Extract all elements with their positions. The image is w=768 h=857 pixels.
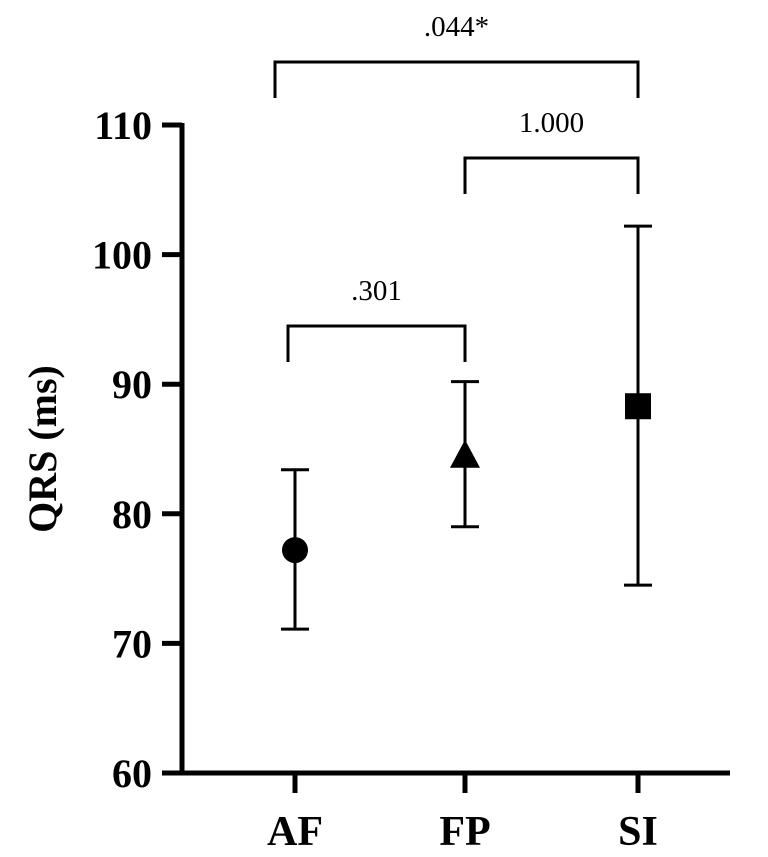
x-tick-label-FP: FP <box>439 809 490 855</box>
error-bars <box>281 224 652 631</box>
y-tick-label-100: 100 <box>92 233 152 278</box>
y-tick-label-60: 60 <box>112 751 152 796</box>
axes: 60 70 80 90 100 110 AF FP SI <box>92 103 730 855</box>
bracket-AF-SI <box>273 60 640 98</box>
bracket-AF-FP <box>286 324 467 362</box>
bracket-FP-SI <box>463 156 640 194</box>
p-value-AF-FP: .301 <box>351 275 402 307</box>
y-tick-label-110: 110 <box>94 103 152 148</box>
x-tick-label-SI: SI <box>618 809 658 855</box>
marker-SI <box>625 393 651 420</box>
significance-brackets: .301 1.000 .044* <box>273 11 640 362</box>
p-value-FP-SI: 1.000 <box>519 107 584 139</box>
markers <box>282 393 651 564</box>
marker-FP <box>450 439 480 468</box>
y-axis-title: QRS (ms) <box>20 365 65 533</box>
y-tick-label-80: 80 <box>112 492 152 537</box>
p-value-AF-SI: .044* <box>424 11 489 43</box>
x-tick-label-AF: AF <box>267 809 323 855</box>
y-tick-label-90: 90 <box>112 362 152 407</box>
marker-AF <box>282 537 308 564</box>
y-tick-label-70: 70 <box>112 621 152 666</box>
